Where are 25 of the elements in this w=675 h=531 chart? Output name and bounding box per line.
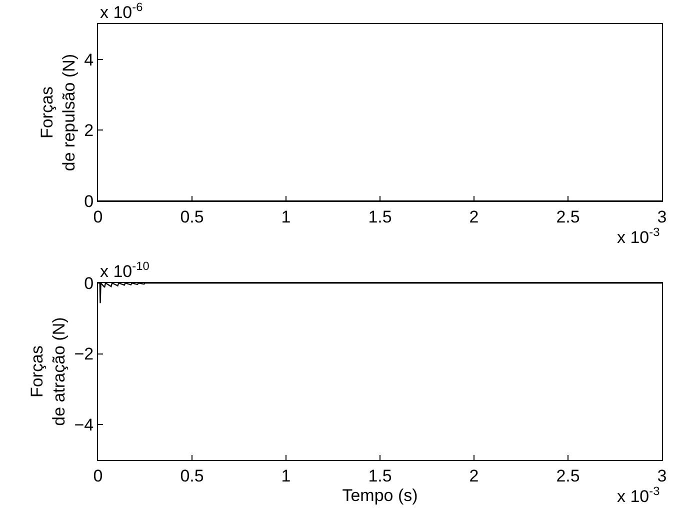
x-tick-label: 0.5 bbox=[180, 466, 204, 486]
y-axis-title: Forças de repulsão (N) bbox=[38, 54, 79, 172]
x-tick-label: 0.5 bbox=[180, 207, 204, 226]
x-tick-label: 1.5 bbox=[368, 466, 392, 486]
y-tick-label: −4 bbox=[74, 416, 94, 435]
text: x 10$^{-3}$ bbox=[617, 225, 660, 248]
y-tick-label: 0 bbox=[84, 192, 94, 211]
y-tick-label: −2 bbox=[74, 344, 94, 364]
x-tick-label: 2.5 bbox=[556, 207, 580, 226]
x-axis-title: Tempo (s) bbox=[342, 486, 418, 505]
text: x 10$^{-10}$ bbox=[100, 259, 150, 282]
x-tick-label: 1 bbox=[281, 207, 291, 226]
y-tick-label: 0 bbox=[84, 274, 94, 293]
text: x 10$^{-3}$ bbox=[617, 484, 660, 506]
x-tick-label: 1.5 bbox=[368, 207, 392, 226]
x-tick-label: 3 bbox=[657, 466, 667, 486]
x-tick-label: 2 bbox=[469, 207, 479, 226]
y-tick-label: 4 bbox=[84, 50, 94, 70]
x-tick-label: 2.5 bbox=[556, 466, 580, 486]
y-axis-title: Forças de atração (N) bbox=[28, 317, 69, 426]
y-tick-label: 2 bbox=[84, 121, 94, 140]
x-tick-label: 1 bbox=[281, 466, 291, 486]
text: x 10$^{-6}$ bbox=[100, 0, 144, 22]
x-tick-label: 3 bbox=[657, 207, 667, 226]
x-tick-label: 2 bbox=[469, 466, 479, 486]
